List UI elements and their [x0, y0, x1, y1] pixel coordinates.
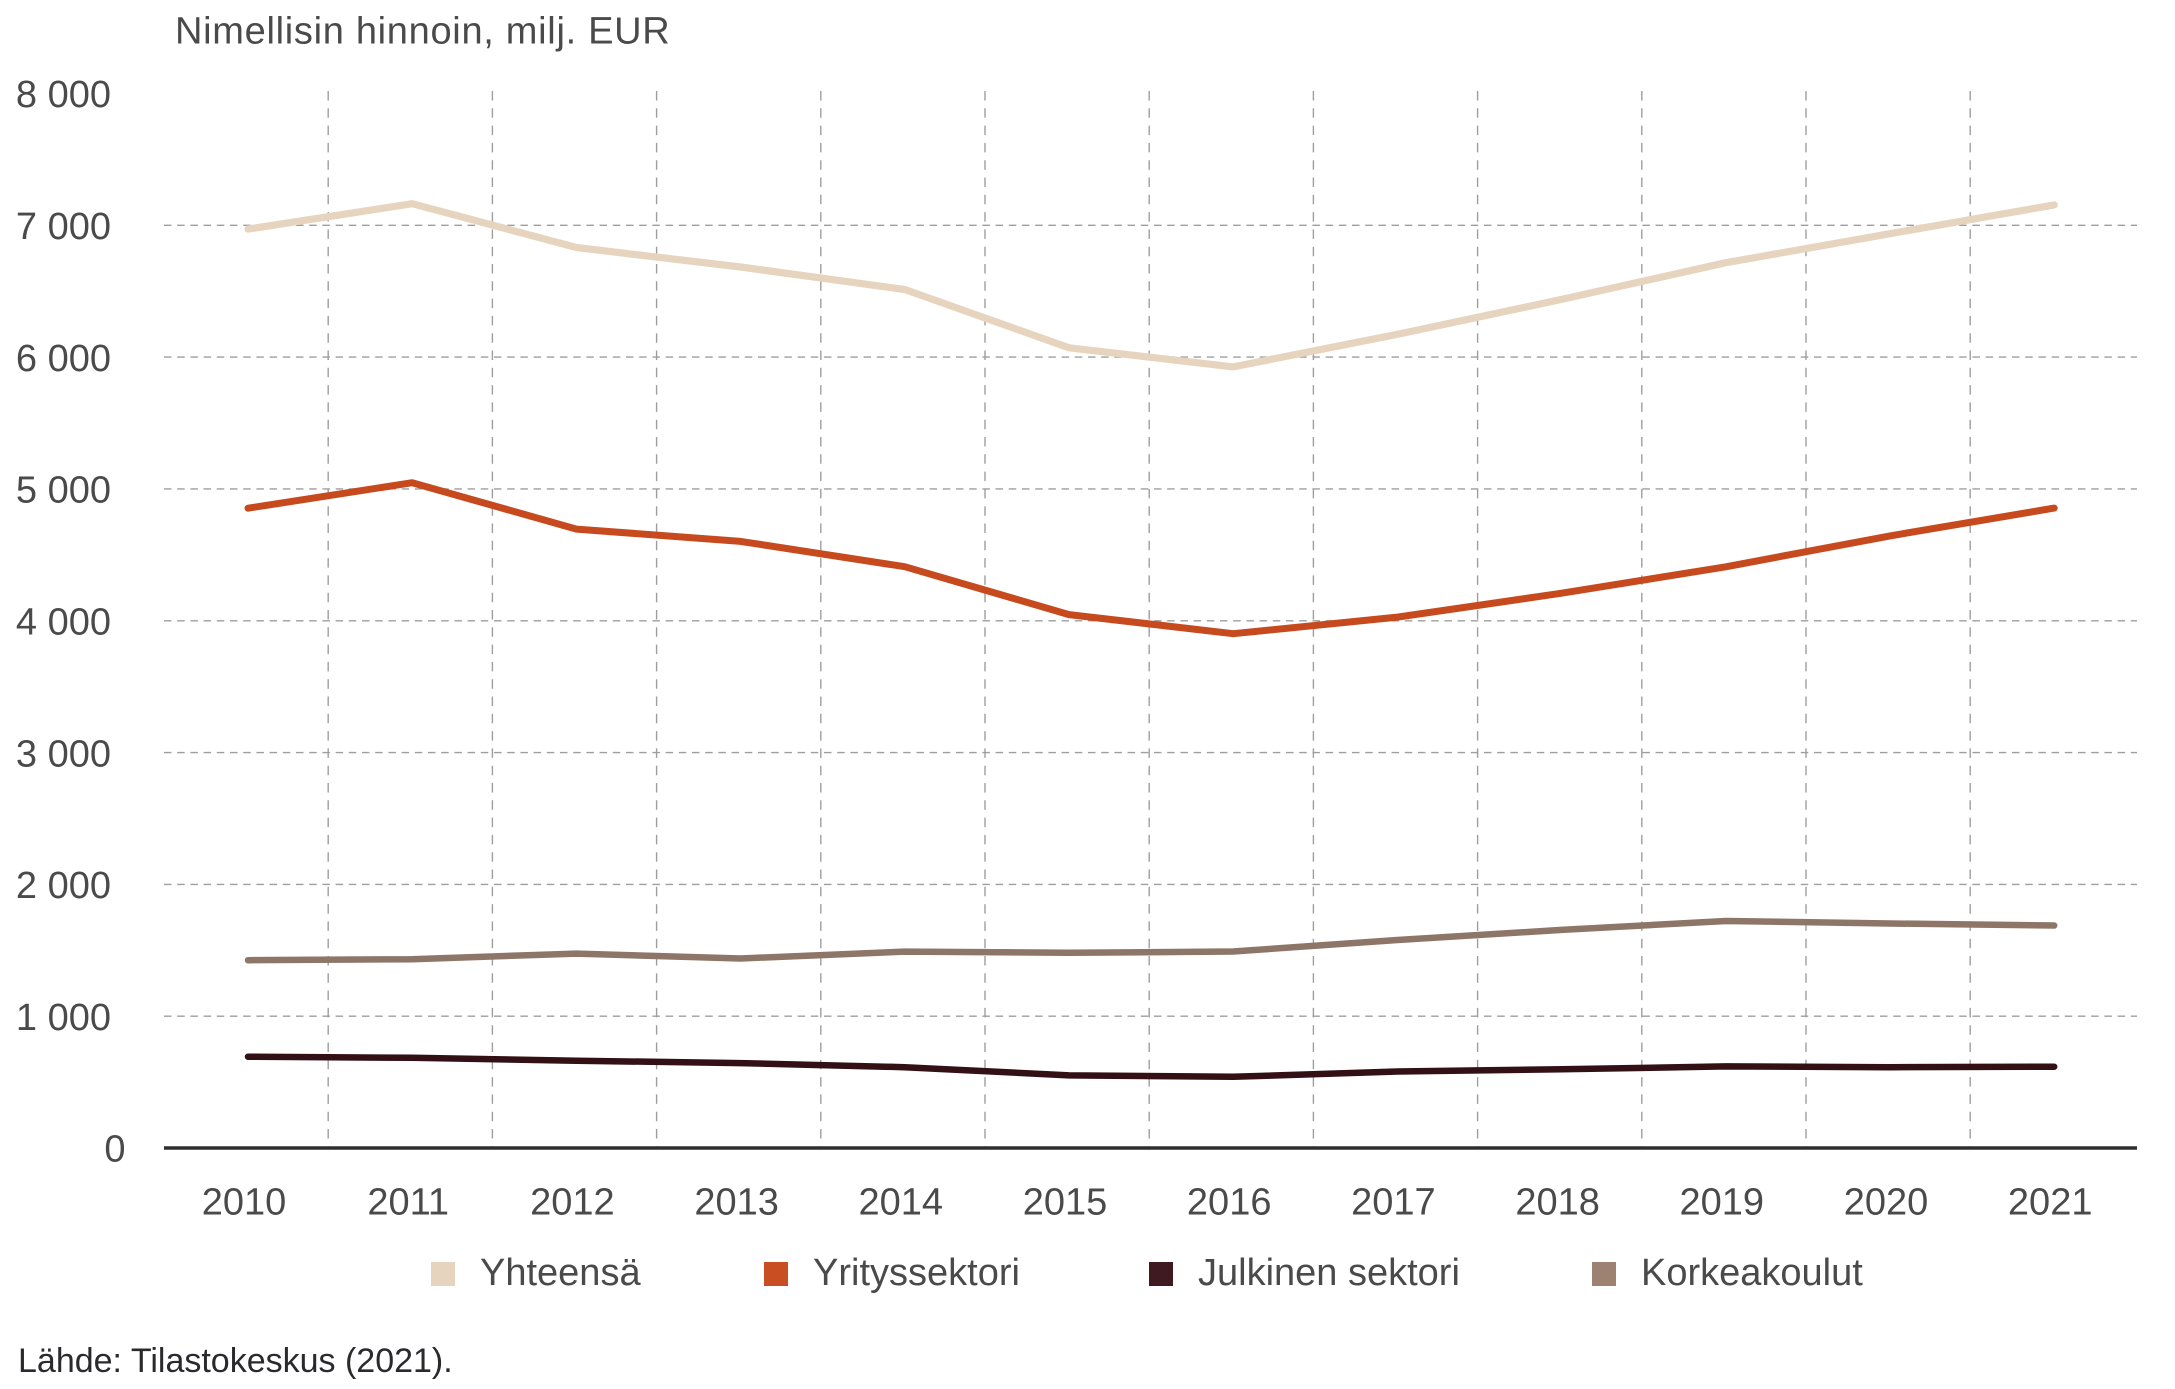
svg-text:Korkeakoulut: Korkeakoulut — [1641, 1252, 1863, 1294]
svg-text:2021: 2021 — [2008, 1182, 2093, 1224]
svg-text:2019: 2019 — [1680, 1182, 1765, 1224]
svg-text:2017: 2017 — [1351, 1182, 1436, 1224]
svg-text:2013: 2013 — [694, 1182, 779, 1224]
svg-text:1 000: 1 000 — [16, 997, 111, 1039]
svg-text:8 000: 8 000 — [16, 74, 111, 116]
svg-text:0: 0 — [104, 1129, 125, 1171]
svg-text:6 000: 6 000 — [16, 338, 111, 380]
svg-text:2 000: 2 000 — [16, 865, 111, 907]
svg-text:Yhteensä: Yhteensä — [480, 1252, 641, 1294]
svg-text:2011: 2011 — [367, 1182, 449, 1224]
svg-text:2010: 2010 — [202, 1182, 287, 1224]
svg-text:2014: 2014 — [859, 1182, 944, 1224]
svg-text:Nimellisin hinnoin, milj. EUR: Nimellisin hinnoin, milj. EUR — [175, 11, 670, 53]
svg-text:2016: 2016 — [1187, 1182, 1272, 1224]
svg-text:Lähde: Tilastokeskus (2021).: Lähde: Tilastokeskus (2021). — [18, 1342, 453, 1380]
svg-text:3 000: 3 000 — [16, 733, 111, 775]
svg-text:2018: 2018 — [1515, 1182, 1600, 1224]
svg-text:7 000: 7 000 — [16, 206, 111, 248]
svg-text:Julkinen sektori: Julkinen sektori — [1198, 1252, 1460, 1294]
svg-text:4 000: 4 000 — [16, 602, 111, 644]
svg-text:2012: 2012 — [530, 1182, 615, 1224]
svg-text:5 000: 5 000 — [16, 470, 111, 512]
svg-text:2020: 2020 — [1844, 1182, 1929, 1224]
svg-text:2015: 2015 — [1023, 1182, 1108, 1224]
svg-text:Yrityssektori: Yrityssektori — [813, 1252, 1020, 1294]
